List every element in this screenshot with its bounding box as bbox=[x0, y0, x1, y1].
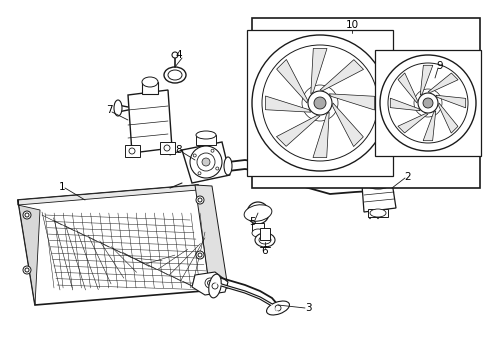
Polygon shape bbox=[398, 114, 428, 133]
Circle shape bbox=[190, 146, 222, 178]
Circle shape bbox=[388, 63, 468, 143]
Circle shape bbox=[193, 154, 196, 157]
Polygon shape bbox=[192, 272, 228, 295]
Text: 9: 9 bbox=[437, 61, 443, 71]
Text: 10: 10 bbox=[345, 20, 359, 30]
Ellipse shape bbox=[365, 177, 391, 189]
Circle shape bbox=[212, 283, 218, 289]
Polygon shape bbox=[329, 94, 374, 110]
Circle shape bbox=[252, 207, 264, 219]
Bar bbox=[160, 142, 175, 154]
Polygon shape bbox=[182, 142, 230, 183]
Circle shape bbox=[25, 268, 29, 272]
Ellipse shape bbox=[114, 100, 122, 116]
Bar bbox=[125, 145, 140, 157]
Circle shape bbox=[247, 202, 269, 224]
Ellipse shape bbox=[168, 70, 182, 80]
Polygon shape bbox=[423, 111, 436, 141]
Circle shape bbox=[423, 98, 433, 108]
Ellipse shape bbox=[252, 229, 264, 237]
Circle shape bbox=[252, 35, 388, 171]
Ellipse shape bbox=[142, 77, 158, 87]
Circle shape bbox=[25, 213, 29, 217]
Ellipse shape bbox=[368, 177, 376, 195]
Text: 6: 6 bbox=[262, 246, 269, 256]
Ellipse shape bbox=[196, 131, 216, 139]
Polygon shape bbox=[439, 103, 458, 133]
Circle shape bbox=[205, 278, 215, 288]
Ellipse shape bbox=[255, 233, 275, 247]
Bar bbox=[252, 18, 480, 188]
Text: 4: 4 bbox=[176, 50, 182, 60]
Polygon shape bbox=[398, 73, 417, 103]
Polygon shape bbox=[320, 60, 364, 90]
Polygon shape bbox=[128, 90, 172, 153]
Ellipse shape bbox=[267, 301, 290, 315]
Polygon shape bbox=[266, 96, 311, 112]
Text: 1: 1 bbox=[59, 182, 65, 192]
Circle shape bbox=[198, 253, 202, 257]
Circle shape bbox=[418, 93, 438, 113]
Text: 5: 5 bbox=[249, 217, 255, 227]
Ellipse shape bbox=[370, 209, 386, 217]
Circle shape bbox=[23, 266, 31, 274]
Bar bbox=[196, 135, 216, 145]
Circle shape bbox=[196, 251, 204, 259]
Circle shape bbox=[275, 305, 281, 311]
Circle shape bbox=[255, 211, 261, 216]
Polygon shape bbox=[420, 65, 433, 95]
Polygon shape bbox=[436, 95, 466, 108]
Text: 3: 3 bbox=[305, 303, 311, 313]
Circle shape bbox=[129, 148, 135, 154]
Ellipse shape bbox=[259, 236, 271, 244]
Polygon shape bbox=[18, 185, 198, 205]
Circle shape bbox=[198, 172, 201, 175]
Circle shape bbox=[198, 198, 202, 202]
Polygon shape bbox=[333, 103, 364, 147]
Bar bbox=[368, 209, 388, 217]
Polygon shape bbox=[277, 59, 307, 103]
Circle shape bbox=[164, 145, 170, 151]
Polygon shape bbox=[362, 182, 396, 212]
Circle shape bbox=[308, 91, 332, 115]
Circle shape bbox=[380, 55, 476, 151]
Circle shape bbox=[314, 97, 326, 109]
Polygon shape bbox=[428, 73, 458, 93]
Ellipse shape bbox=[209, 274, 221, 298]
Polygon shape bbox=[276, 116, 320, 147]
Polygon shape bbox=[313, 112, 329, 158]
Polygon shape bbox=[311, 48, 327, 94]
Ellipse shape bbox=[369, 179, 387, 187]
Bar bbox=[142, 82, 158, 94]
Circle shape bbox=[216, 167, 219, 170]
Polygon shape bbox=[390, 98, 420, 111]
Ellipse shape bbox=[164, 67, 186, 83]
Circle shape bbox=[207, 280, 213, 285]
Text: 8: 8 bbox=[176, 145, 182, 155]
Text: 7: 7 bbox=[106, 105, 112, 115]
Circle shape bbox=[211, 149, 214, 152]
Circle shape bbox=[23, 211, 31, 219]
Circle shape bbox=[196, 196, 204, 204]
Ellipse shape bbox=[244, 205, 272, 221]
Polygon shape bbox=[18, 200, 40, 305]
Circle shape bbox=[172, 52, 178, 58]
Ellipse shape bbox=[224, 157, 232, 175]
Polygon shape bbox=[195, 185, 228, 290]
Circle shape bbox=[202, 158, 210, 166]
Bar bbox=[260, 228, 270, 240]
Circle shape bbox=[197, 153, 215, 171]
Circle shape bbox=[262, 45, 378, 161]
Bar bbox=[375, 50, 481, 156]
Bar bbox=[252, 223, 264, 233]
Polygon shape bbox=[18, 185, 215, 305]
Bar bbox=[247, 30, 393, 176]
Text: 2: 2 bbox=[405, 172, 411, 182]
